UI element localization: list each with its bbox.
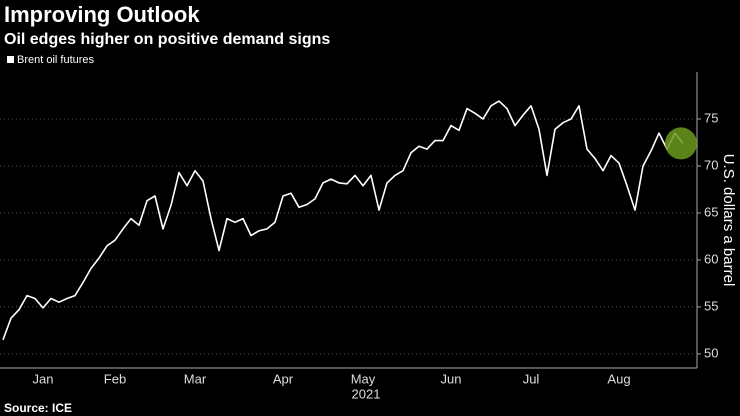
chart-title: Improving Outlook <box>4 2 200 27</box>
data-line <box>2 100 684 341</box>
x-tick-label: Jun <box>441 371 462 386</box>
y-tick-label: 70 <box>704 157 718 172</box>
y-tick-label: 60 <box>704 251 718 266</box>
x-tick-label: Feb <box>104 371 126 386</box>
x-tick-label: Jan <box>33 371 54 386</box>
y-tick-label: 65 <box>704 204 718 219</box>
x-axis-label: 2021 <box>352 386 381 401</box>
y-axis-label: U.S. dollars a barrel <box>720 154 737 287</box>
legend-label: Brent oil futures <box>17 54 95 66</box>
highlight-circle <box>665 127 697 160</box>
y-tick-label: 50 <box>704 345 718 360</box>
x-tick-label: Jul <box>523 371 540 386</box>
x-tick-label: Mar <box>184 371 207 386</box>
x-tick-label: May <box>351 371 376 386</box>
x-tick-label: Aug <box>607 371 630 386</box>
x-tick-label: Apr <box>273 371 294 386</box>
source: Source: ICE <box>4 401 72 415</box>
y-tick-label: 75 <box>704 110 718 125</box>
legend-swatch <box>7 56 14 63</box>
y-tick-label: 55 <box>704 298 718 313</box>
chart-subtitle: Oil edges higher on positive demand sign… <box>4 31 330 48</box>
